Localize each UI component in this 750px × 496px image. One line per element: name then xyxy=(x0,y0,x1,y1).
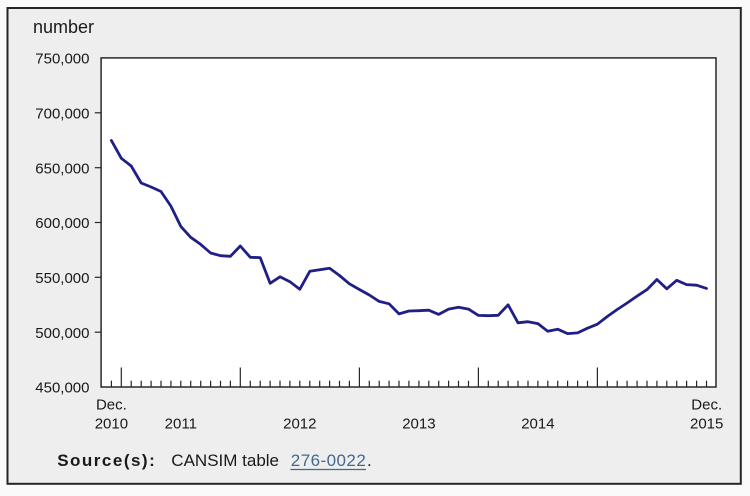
svg-text:2012: 2012 xyxy=(283,415,316,432)
svg-text:Dec.: Dec. xyxy=(96,397,127,414)
svg-text:2013: 2013 xyxy=(402,415,435,432)
svg-text:276-0022: 276-0022 xyxy=(291,451,366,470)
svg-text:700,000: 700,000 xyxy=(35,105,89,122)
svg-text:2010: 2010 xyxy=(95,415,128,432)
svg-text:CANSIM table: CANSIM table xyxy=(171,451,279,470)
svg-text:500,000: 500,000 xyxy=(35,325,89,342)
svg-text:550,000: 550,000 xyxy=(35,270,89,287)
svg-text:750,000: 750,000 xyxy=(35,51,89,68)
svg-text:450,000: 450,000 xyxy=(35,380,89,397)
svg-text:number: number xyxy=(33,17,94,37)
svg-text:2015: 2015 xyxy=(690,415,723,432)
svg-text:600,000: 600,000 xyxy=(35,215,89,232)
svg-text:Source(s):: Source(s): xyxy=(57,451,156,470)
svg-text:650,000: 650,000 xyxy=(35,160,89,177)
svg-text:Dec.: Dec. xyxy=(691,397,722,414)
svg-text:2014: 2014 xyxy=(521,415,554,432)
svg-text:.: . xyxy=(367,451,372,470)
svg-text:2011: 2011 xyxy=(165,415,197,432)
